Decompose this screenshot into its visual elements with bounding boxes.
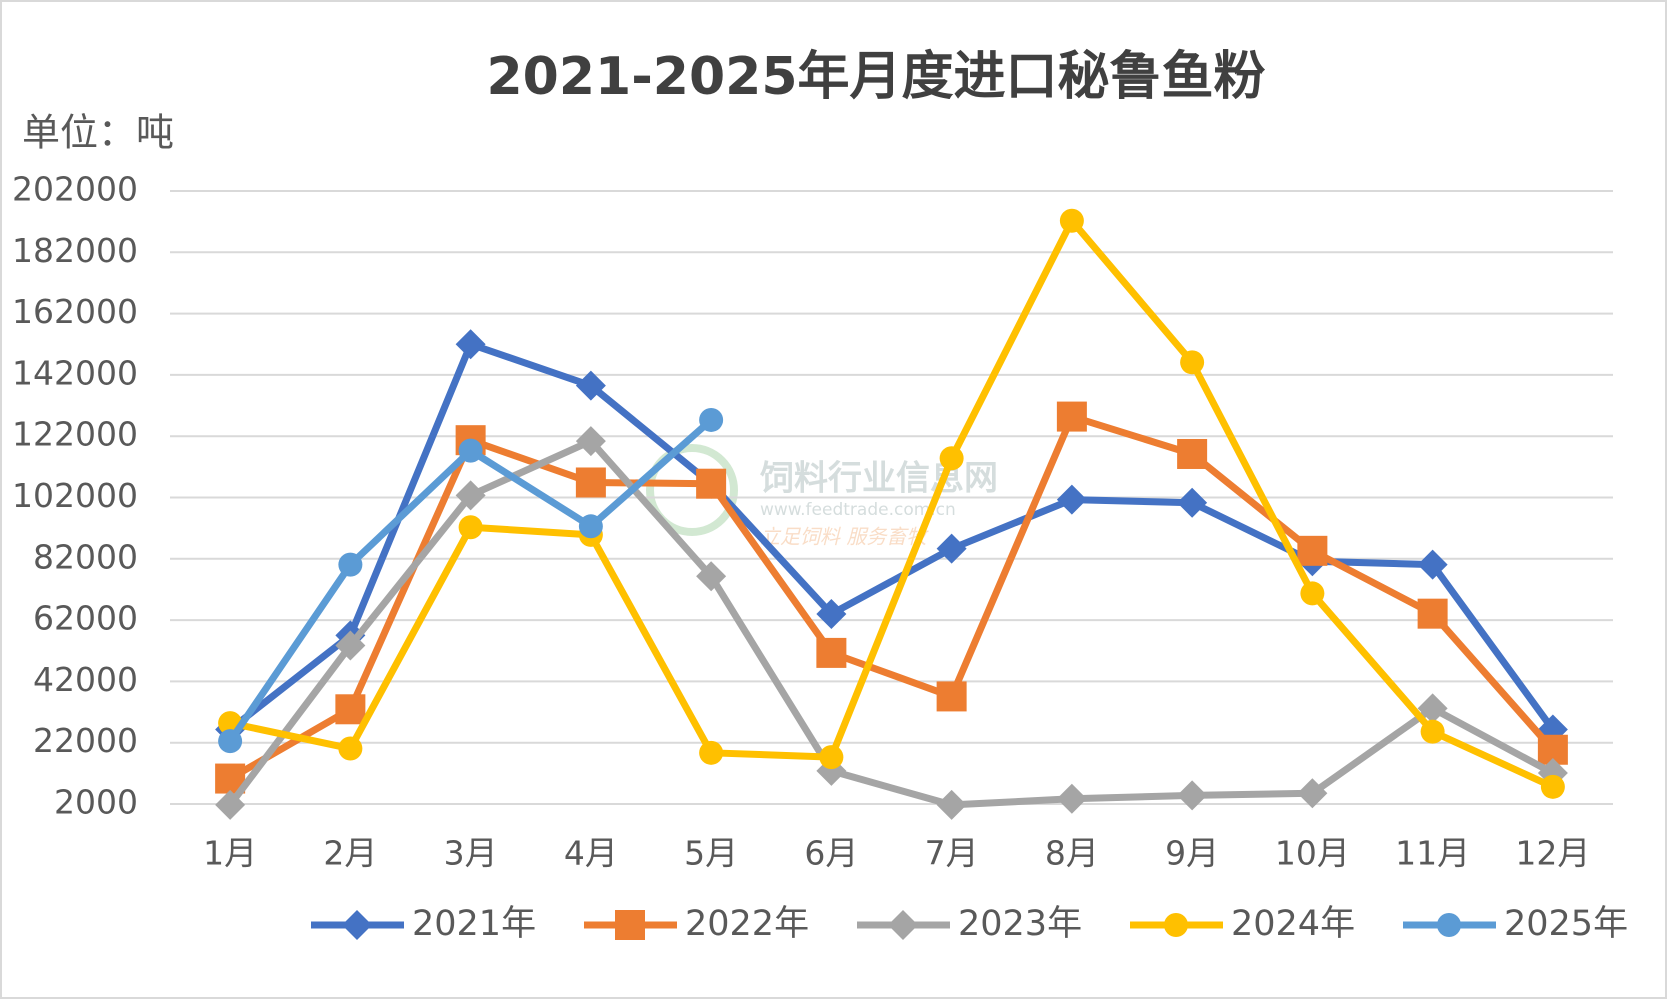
y-tick-label: 202000 bbox=[12, 170, 138, 209]
legend-label: 2022年 bbox=[685, 904, 809, 944]
marker bbox=[699, 740, 724, 765]
marker bbox=[936, 681, 967, 712]
legend-item: 2023年 bbox=[857, 904, 1082, 944]
marker bbox=[338, 736, 363, 761]
marker bbox=[335, 694, 366, 725]
y-tick-label: 142000 bbox=[12, 353, 138, 392]
x-tick-label: 8月 bbox=[1045, 834, 1099, 873]
marker bbox=[936, 533, 967, 564]
y-tick-label: 122000 bbox=[12, 415, 138, 454]
watermark-name: 饲料行业信息网 bbox=[760, 459, 998, 499]
marker bbox=[455, 329, 486, 360]
marker bbox=[578, 514, 603, 539]
legend-label: 2025年 bbox=[1504, 904, 1628, 944]
x-tick-label: 7月 bbox=[925, 834, 979, 873]
legend-marker bbox=[1437, 913, 1461, 937]
x-tick-label: 12月 bbox=[1515, 834, 1590, 873]
marker bbox=[1056, 484, 1087, 515]
marker bbox=[1417, 549, 1448, 580]
marker bbox=[1180, 350, 1205, 375]
legend-item: 2025年 bbox=[1403, 904, 1628, 944]
marker bbox=[696, 561, 727, 592]
series bbox=[218, 208, 1565, 799]
watermark-logo bbox=[646, 444, 738, 536]
marker bbox=[1540, 774, 1565, 799]
marker bbox=[819, 745, 844, 770]
marker bbox=[936, 789, 967, 820]
watermark: 饲料行业信息网 www.feedtrade.com.cn 立足饲料 服务畜牧 bbox=[646, 444, 998, 549]
y-axis-label: 单位：吨 bbox=[22, 111, 174, 155]
y-tick-label: 42000 bbox=[33, 660, 138, 699]
marker bbox=[1056, 783, 1087, 814]
x-tick-label: 5月 bbox=[684, 834, 738, 873]
legend-marker bbox=[342, 910, 372, 940]
marker bbox=[215, 789, 246, 820]
x-tick-label: 4月 bbox=[564, 834, 618, 873]
marker bbox=[218, 729, 243, 754]
series bbox=[215, 426, 1568, 820]
marker bbox=[699, 407, 724, 432]
marker bbox=[575, 370, 606, 401]
legend-label: 2023年 bbox=[958, 904, 1082, 944]
y-tick-label: 22000 bbox=[33, 721, 138, 760]
legend-item: 2021年 bbox=[311, 904, 536, 944]
marker bbox=[1177, 487, 1208, 518]
marker bbox=[939, 446, 964, 471]
marker bbox=[1417, 598, 1448, 629]
legend-marker bbox=[888, 910, 918, 940]
legend-marker bbox=[1164, 913, 1188, 937]
marker bbox=[458, 438, 483, 463]
legend-marker bbox=[615, 910, 645, 940]
watermark-slogan: 立足饲料 服务畜牧 bbox=[760, 525, 929, 549]
marker bbox=[1297, 778, 1328, 809]
x-tick-label: 2月 bbox=[323, 834, 377, 873]
series bbox=[218, 407, 724, 754]
marker bbox=[1417, 693, 1448, 724]
y-tick-label: 162000 bbox=[12, 292, 138, 331]
x-tick-label: 11月 bbox=[1395, 834, 1470, 873]
x-tick-label: 9月 bbox=[1165, 834, 1219, 873]
x-tick-label: 3月 bbox=[444, 834, 498, 873]
x-tick-label: 10月 bbox=[1275, 834, 1350, 873]
series-line bbox=[228, 413, 1556, 782]
marker bbox=[575, 426, 606, 457]
y-tick-label: 62000 bbox=[33, 599, 138, 638]
marker bbox=[1297, 535, 1328, 566]
marker bbox=[458, 515, 483, 540]
marker bbox=[338, 552, 363, 577]
marker bbox=[1059, 208, 1084, 233]
marker bbox=[1177, 780, 1208, 811]
marker bbox=[696, 468, 727, 499]
legend-label: 2024年 bbox=[1231, 904, 1355, 944]
series-line bbox=[227, 437, 1555, 809]
x-tick-label: 6月 bbox=[804, 834, 858, 873]
marker bbox=[1177, 438, 1208, 469]
chart-title: 2021-2025年月度进口秘鲁鱼粉 bbox=[486, 47, 1265, 107]
marker bbox=[1420, 719, 1445, 744]
legend-item: 2024年 bbox=[1130, 904, 1355, 944]
y-tick-label: 82000 bbox=[33, 537, 138, 576]
marker bbox=[455, 480, 486, 511]
marker bbox=[816, 598, 847, 629]
legend-item: 2022年 bbox=[584, 904, 809, 944]
marker bbox=[335, 630, 366, 661]
y-tick-label: 182000 bbox=[12, 231, 138, 270]
series-line bbox=[229, 217, 1555, 791]
legend-label: 2021年 bbox=[412, 904, 536, 944]
marker bbox=[1300, 581, 1325, 606]
marker bbox=[816, 637, 847, 668]
series bbox=[215, 401, 1568, 794]
y-tick-label: 2000 bbox=[54, 783, 138, 822]
y-tick-label: 102000 bbox=[12, 476, 138, 515]
marker bbox=[575, 467, 606, 498]
watermark-url: www.feedtrade.com.cn bbox=[760, 500, 956, 520]
marker bbox=[1056, 401, 1087, 432]
x-tick-label: 1月 bbox=[203, 834, 257, 873]
